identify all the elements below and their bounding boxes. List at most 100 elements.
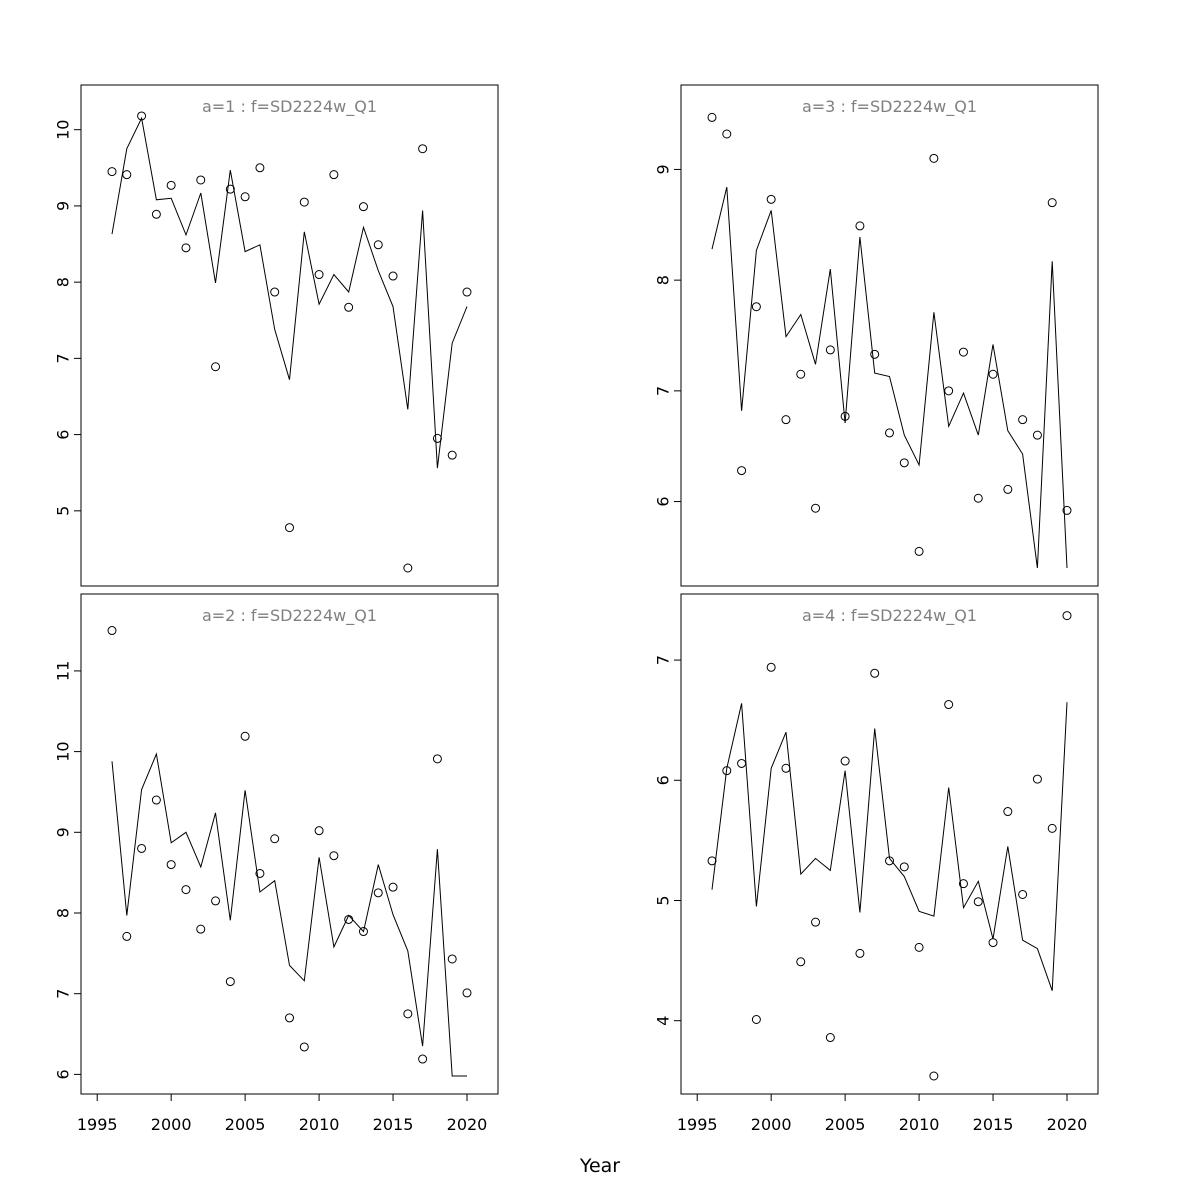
observed-point <box>240 192 250 202</box>
x-tick-label: 2005 <box>225 1115 266 1134</box>
observed-point <box>737 758 747 768</box>
y-tick-label: 9 <box>54 827 73 837</box>
observed-point <box>299 1042 309 1052</box>
observed-point <box>855 948 865 958</box>
observed-point <box>344 302 354 312</box>
observed-point <box>1032 774 1042 784</box>
observed-point <box>211 896 221 906</box>
observed-point <box>122 931 132 941</box>
observed-point <box>270 287 280 297</box>
observed-point <box>914 942 924 952</box>
observed-point <box>973 493 983 503</box>
data-area <box>707 112 1072 569</box>
observed-point <box>166 180 176 190</box>
panel-2: a=3 : f=SD2224w_Q1 6 7 8 9 <box>654 84 1099 587</box>
observed-point <box>840 756 850 766</box>
observed-point <box>299 197 309 207</box>
observed-point <box>870 349 880 359</box>
observed-point <box>1032 430 1042 440</box>
observed-point <box>781 415 791 425</box>
fitted-line <box>711 702 1068 991</box>
observed-point <box>255 868 265 878</box>
data-area <box>107 111 472 573</box>
observed-point <box>211 362 221 372</box>
observed-point <box>751 302 761 312</box>
observed-point <box>1047 198 1057 208</box>
observed-point <box>314 826 324 836</box>
observed-point <box>137 843 147 853</box>
observed-point <box>225 977 235 987</box>
y-tick-label: 8 <box>54 277 73 287</box>
data-area <box>707 611 1072 1081</box>
x-tick-label: 2020 <box>1047 1115 1088 1134</box>
observed-point <box>825 1033 835 1043</box>
x-tick-label: 2010 <box>299 1115 340 1134</box>
observed-point <box>255 163 265 173</box>
observed-point <box>811 917 821 927</box>
observed-point <box>1062 611 1072 621</box>
observed-point <box>403 1009 413 1019</box>
observed-point <box>988 369 998 379</box>
x-tick-label: 2015 <box>373 1115 414 1134</box>
observed-point <box>107 167 117 177</box>
observed-point <box>958 879 968 889</box>
observed-point <box>973 897 983 907</box>
observed-point <box>151 209 161 219</box>
panel-title: a=4 : f=SD2224w_Q1 <box>802 606 977 626</box>
plot-frame <box>680 84 1099 587</box>
observed-point <box>225 184 235 194</box>
panel-1: a=1 : f=SD2224w_Q1 5 6 7 8 9 10 <box>54 84 499 587</box>
x-tick-label: 2015 <box>973 1115 1014 1134</box>
observed-point <box>373 240 383 250</box>
fitted-line <box>111 752 467 1077</box>
y-tick-label: 5 <box>654 895 673 905</box>
plot-frame <box>80 84 499 587</box>
observed-point <box>388 271 398 281</box>
y-tick-label: 11 <box>54 661 73 681</box>
observed-point <box>314 270 324 280</box>
y-tick-label: 7 <box>54 353 73 363</box>
observed-point <box>944 386 954 396</box>
observed-point <box>447 450 457 460</box>
observed-point <box>1062 505 1072 515</box>
observed-point <box>929 1071 939 1081</box>
observed-point <box>1003 807 1013 817</box>
observed-point <box>899 458 909 468</box>
x-tick-label: 2000 <box>151 1115 192 1134</box>
observed-point <box>988 938 998 948</box>
y-tick-label: 9 <box>654 164 673 174</box>
x-tick-label: 2005 <box>825 1115 866 1134</box>
x-axis-title: Year <box>579 1155 621 1177</box>
observed-point <box>796 369 806 379</box>
y-tick-label: 4 <box>654 1016 673 1026</box>
observed-point <box>462 988 472 998</box>
observed-point <box>166 860 176 870</box>
y-tick-label: 8 <box>654 275 673 285</box>
observed-point <box>447 954 457 964</box>
observed-point <box>240 731 250 741</box>
observed-point <box>151 795 161 805</box>
x-tick-label: 2020 <box>447 1115 488 1134</box>
observed-point <box>358 927 368 937</box>
panel-title: a=1 : f=SD2224w_Q1 <box>202 97 377 117</box>
y-tick-label: 7 <box>54 989 73 999</box>
observed-point <box>122 170 132 180</box>
observed-point <box>432 754 442 764</box>
y-tick-label: 10 <box>54 120 73 140</box>
observed-point <box>825 345 835 355</box>
observed-point <box>1018 889 1028 899</box>
panel-title: a=3 : f=SD2224w_Q1 <box>802 97 977 117</box>
observed-point <box>914 546 924 556</box>
observed-point <box>751 1015 761 1025</box>
plot-frame <box>680 593 1099 1095</box>
data-area <box>107 626 472 1077</box>
x-tick-label: 2000 <box>751 1115 792 1134</box>
plot-frame <box>80 593 499 1095</box>
panel-3: a=2 : f=SD2224w_Q1 6 7 8 9 10 11 1995 2000 2005 20… <box>54 593 499 1134</box>
observed-point <box>462 287 472 297</box>
fitted-line <box>111 116 468 469</box>
y-tick-label: 6 <box>654 496 673 506</box>
observed-point <box>707 112 717 122</box>
observed-point <box>958 347 968 357</box>
observed-point <box>855 221 865 231</box>
